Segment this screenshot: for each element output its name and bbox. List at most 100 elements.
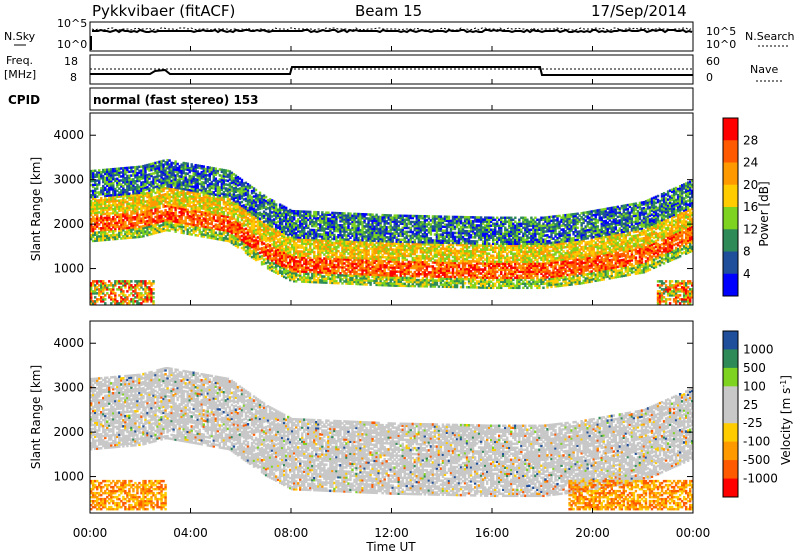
power-cell (315, 264, 318, 268)
power-cell (152, 168, 155, 171)
power-cell (216, 237, 220, 241)
power-cell (375, 283, 378, 287)
power-cell (252, 203, 256, 206)
power-cell (240, 212, 244, 216)
power-cell (252, 247, 256, 250)
power-cell (371, 223, 374, 226)
power-cell (202, 189, 205, 192)
power-cell (295, 250, 298, 253)
power-cell (401, 270, 404, 274)
power-cell (136, 195, 139, 199)
power-cell (158, 226, 161, 230)
power-cell (359, 244, 362, 248)
power-cell (278, 239, 282, 242)
power-cell (108, 168, 111, 171)
power-cell (210, 184, 214, 188)
power-cell (369, 247, 372, 250)
power-cell (226, 183, 230, 187)
power-cell (309, 232, 312, 236)
power-cell (266, 231, 270, 234)
power-cell (286, 225, 290, 229)
power-cell (132, 236, 135, 239)
power-cell (96, 211, 99, 214)
power-cell (379, 247, 382, 251)
power-cell (260, 203, 264, 206)
power-cell (160, 216, 163, 219)
power-cell (138, 288, 141, 291)
power-cell (387, 276, 390, 279)
power-cell (106, 190, 109, 193)
power-cell (102, 228, 105, 232)
power-cell (198, 210, 201, 214)
power-cell (282, 275, 286, 279)
power-cell (405, 262, 408, 266)
power-cell (393, 214, 396, 217)
power-cell (206, 206, 209, 209)
power-cell (240, 180, 244, 184)
power-cell (168, 185, 171, 188)
power-cell (323, 233, 326, 236)
power-cell (383, 219, 386, 223)
power-cell (188, 226, 191, 230)
power-cell (206, 236, 209, 239)
power-cell (403, 272, 406, 276)
power-cell (208, 166, 211, 169)
power-cell (126, 168, 129, 172)
power-cell (124, 194, 127, 198)
power-cell (337, 229, 340, 233)
power-cell (106, 232, 109, 235)
power-cell (174, 196, 177, 199)
power-cell (192, 193, 195, 197)
power-cell (357, 250, 360, 254)
power-cell (152, 198, 155, 201)
power-cell (156, 209, 159, 212)
power-cell (214, 171, 218, 174)
power-cell (331, 211, 334, 215)
power-cell (128, 208, 131, 212)
power-cell (110, 218, 113, 221)
power-cell (204, 171, 207, 175)
power-cell (144, 174, 147, 177)
power-cell (158, 206, 161, 210)
power-cell (333, 269, 336, 273)
power-cell (170, 203, 173, 207)
power-cell (174, 166, 177, 169)
power-cell (307, 250, 310, 254)
power-cell (106, 214, 109, 217)
power-cell (284, 210, 288, 214)
power-cell (327, 239, 330, 242)
power-cell (305, 216, 308, 220)
power-cell (170, 185, 173, 189)
power-cell (291, 243, 294, 247)
power-cell (329, 259, 332, 263)
power-cell (381, 237, 384, 241)
power-cell (357, 232, 360, 236)
power-cell (405, 258, 408, 262)
power-cell (379, 283, 382, 287)
power-cell (333, 241, 336, 245)
power-cell (168, 187, 171, 190)
power-cell (166, 202, 169, 206)
power-cell (92, 231, 95, 235)
power-cell (270, 259, 274, 262)
power-cell (222, 238, 226, 242)
power-cell (238, 231, 242, 234)
power-cell (148, 215, 151, 218)
power-cell (98, 173, 101, 176)
power-cell (339, 218, 342, 221)
power-cell (395, 214, 398, 217)
power-cell (299, 236, 302, 239)
power-cell (144, 194, 147, 197)
power-cell (152, 204, 155, 207)
power-cell (278, 255, 282, 258)
power-cell (126, 224, 129, 228)
power-cell (178, 205, 181, 208)
power-cell (391, 250, 394, 253)
power-cell (238, 221, 242, 224)
power-cell (246, 247, 250, 250)
power-cell (343, 212, 346, 215)
power-cell (335, 255, 338, 259)
power-cell (250, 213, 254, 217)
power-cell (313, 244, 316, 248)
power-cell (365, 257, 368, 260)
